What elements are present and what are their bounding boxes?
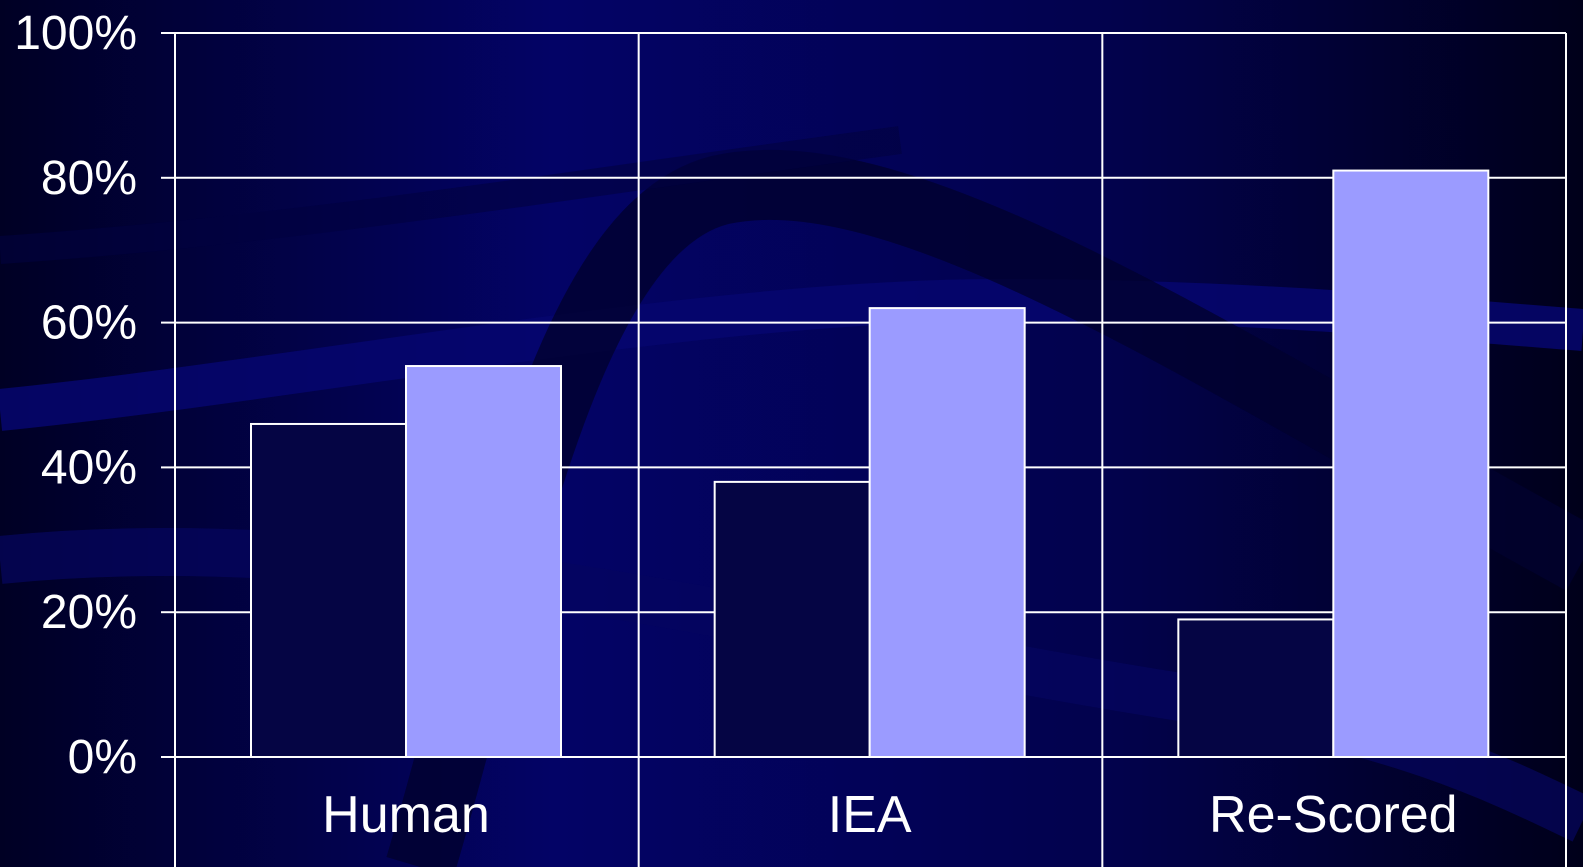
bar-human-series-1 [250,422,407,758]
bar-human-series-2 [405,365,562,758]
category-label: Re-Scored [1209,786,1458,844]
y-tick-label: 0% [68,731,137,784]
y-tick-label: 20% [41,586,137,639]
y-tick-label: 60% [41,297,137,350]
bar-re-scored-series-1 [1177,618,1335,758]
category-label: IEA [828,786,912,844]
bar-re-scored-series-2 [1332,169,1490,758]
y-tick-labels: 0% 20% 40% 60% 80% 100% [14,7,137,784]
y-tick-label: 40% [41,441,137,494]
bars [250,169,1490,758]
category-label: Human [322,786,490,844]
category-labels: Human IEA Re-Scored [322,786,1457,844]
bar-iea-series-2 [868,307,1026,758]
bar-iea-series-1 [713,480,871,758]
y-tick-label: 80% [41,152,137,205]
y-tick-label: 100% [14,7,137,60]
